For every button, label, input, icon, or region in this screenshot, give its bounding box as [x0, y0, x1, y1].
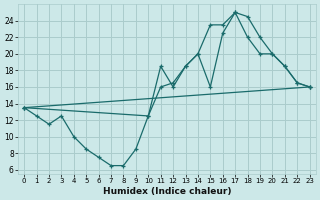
X-axis label: Humidex (Indice chaleur): Humidex (Indice chaleur)	[103, 187, 231, 196]
